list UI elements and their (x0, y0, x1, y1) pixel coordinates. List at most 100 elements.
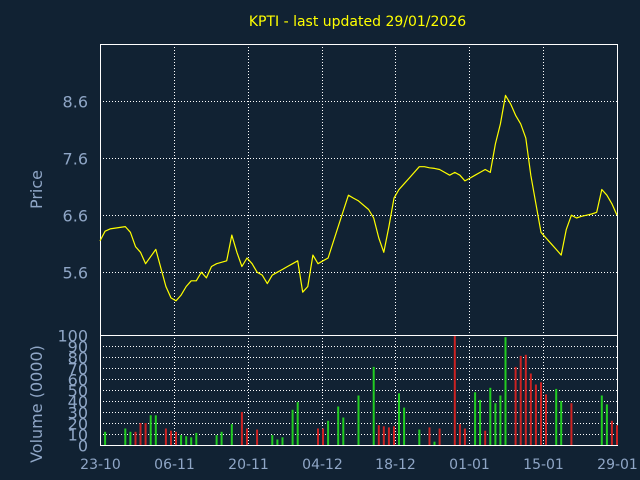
price-tick-label: 8.6 (63, 93, 88, 112)
chart-title: KPTI - last updated 29/01/2026 (248, 14, 467, 30)
volume-bar (144, 423, 147, 445)
axis-labels: 23-10 06-11 20-11 04-12 18-12 01-01 15-01 29-01… (27, 93, 638, 474)
price-tick-label: 7.6 (63, 150, 88, 169)
volume-bar (170, 430, 172, 445)
volume-bar (616, 425, 618, 445)
volume-bar (195, 432, 198, 445)
volume-bar (256, 429, 259, 445)
volume-bar (322, 428, 324, 445)
volume-bar (494, 403, 497, 445)
volume-frame (100, 335, 618, 446)
volume-bar (499, 395, 502, 445)
volume-bar (124, 428, 127, 445)
price-frame (100, 44, 618, 336)
volume-bar (529, 373, 532, 445)
volume-bar (479, 399, 482, 445)
x-tick-label: 29-01 (597, 457, 638, 473)
x-tick-label: 15-01 (523, 457, 564, 473)
volume-bar (240, 412, 243, 445)
volume-bar (246, 428, 248, 445)
volume-bar (489, 387, 492, 445)
volume-tick-label: 60 (68, 371, 88, 390)
x-tick-label: 20-11 (228, 457, 269, 473)
x-tick-label: 01-01 (449, 457, 490, 473)
volume-bar (382, 426, 385, 445)
volume-bar (418, 429, 421, 445)
price-grid (100, 44, 617, 335)
volume-tick-label: 100 (57, 327, 88, 346)
volume-bar (291, 409, 294, 445)
volume-bar (610, 420, 613, 445)
volume-bar (570, 403, 573, 445)
volume-bar (271, 435, 274, 445)
volume-bar (149, 415, 152, 445)
volume-bar (276, 439, 279, 445)
volume-bar (317, 428, 319, 445)
volume-bar (600, 395, 603, 445)
volume-bar (175, 431, 177, 445)
volume-bar (403, 407, 406, 445)
volume-tick-label: 80 (68, 349, 88, 368)
volume-bar (372, 366, 375, 445)
volume-bar (605, 404, 608, 445)
price-line (99, 94, 618, 302)
volume-bar (154, 415, 157, 445)
volume-bar (220, 431, 223, 445)
volume-bar (139, 423, 142, 445)
volume-bar (428, 427, 431, 445)
volume-bar (438, 428, 441, 445)
volume-bar (164, 428, 167, 445)
volume-bar (377, 425, 380, 445)
volume-bar (215, 435, 218, 445)
volume-bar (129, 431, 132, 445)
volume-tick-label: 70 (68, 360, 88, 379)
price-panel (99, 44, 618, 336)
volume-bar (327, 420, 330, 445)
volume-tick-label: 20 (68, 415, 88, 434)
price-tick-label: 6.6 (63, 207, 88, 226)
volume-bar (540, 382, 542, 445)
volume-tick-label: 30 (68, 404, 88, 423)
volume-tick-label: 40 (68, 393, 88, 412)
volume-bar (524, 354, 527, 445)
volume-bar (393, 426, 395, 445)
price-axis-title: Price (27, 170, 46, 209)
volume-bar (104, 431, 107, 445)
volume-bar (433, 441, 436, 445)
volume-bar (534, 384, 537, 445)
volume-bar (337, 406, 340, 445)
volume-tick-label: 90 (68, 338, 88, 357)
volume-tick-label: 0 (78, 437, 88, 456)
volume-panel (100, 335, 618, 446)
volume-bar (555, 388, 558, 445)
volume-bar (387, 427, 390, 445)
volume-bar (296, 402, 299, 445)
volume-bar (230, 424, 233, 445)
volume-tick-label: 50 (68, 382, 88, 401)
price-tick-label: 5.6 (63, 264, 88, 283)
volume-bar (545, 394, 547, 445)
volume-bar (453, 336, 456, 445)
volume-bar (134, 431, 137, 445)
volume-bar (463, 428, 466, 445)
x-tick-label: 23-10 (80, 457, 121, 473)
x-tick-label: 18-12 (375, 457, 416, 473)
x-tick-label: 04-12 (302, 457, 343, 473)
volume-bar (342, 417, 345, 445)
volume-bar (185, 436, 188, 445)
volume-bar (357, 395, 360, 445)
volume-axis-title: Volume (0000) (27, 345, 46, 463)
volume-bar (519, 355, 522, 445)
volume-bar (281, 437, 284, 445)
volume-bar (474, 392, 477, 445)
volume-bar (458, 424, 461, 445)
volume-bar (504, 337, 507, 445)
volume-bar (180, 435, 183, 445)
volume-tick-label: 10 (68, 426, 88, 445)
x-tick-label: 06-11 (154, 457, 195, 473)
volume-bar (514, 366, 517, 445)
volume-bar (560, 401, 563, 445)
volume-bar (484, 430, 487, 445)
volume-bar (190, 437, 193, 445)
